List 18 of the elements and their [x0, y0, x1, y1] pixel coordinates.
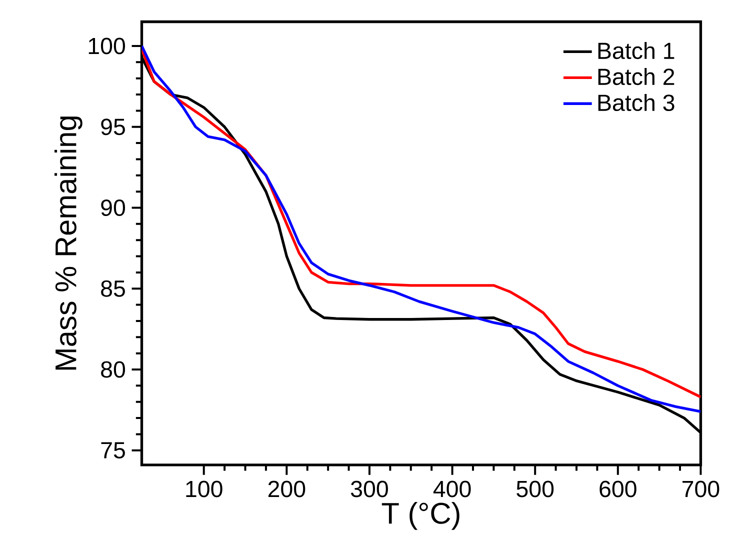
x-axis-title: T (°C) [382, 502, 460, 530]
x-tick-label: 100 [186, 480, 222, 498]
y-tick-label: 95 [101, 118, 125, 136]
legend-label: Batch 3 [598, 94, 674, 111]
legend-label: Batch 2 [598, 68, 674, 86]
x-tick-label: 300 [350, 480, 388, 498]
x-tick-label: 500 [516, 480, 554, 498]
y-tick-label: 80 [101, 361, 126, 378]
y-tick-label: 85 [101, 280, 125, 297]
y-tick-label: 90 [101, 199, 126, 216]
x-tick-label: 600 [600, 480, 636, 498]
x-tick-label: 200 [268, 480, 306, 498]
legend-label: Batch 1 [598, 42, 674, 60]
y-tick-label: 100 [88, 38, 126, 54]
x-tick-label: 400 [433, 480, 471, 498]
x-tick-label: 700 [682, 480, 720, 498]
y-tick-label: 75 [101, 442, 125, 458]
y-axis-title: Mass % Remaining [54, 116, 82, 370]
